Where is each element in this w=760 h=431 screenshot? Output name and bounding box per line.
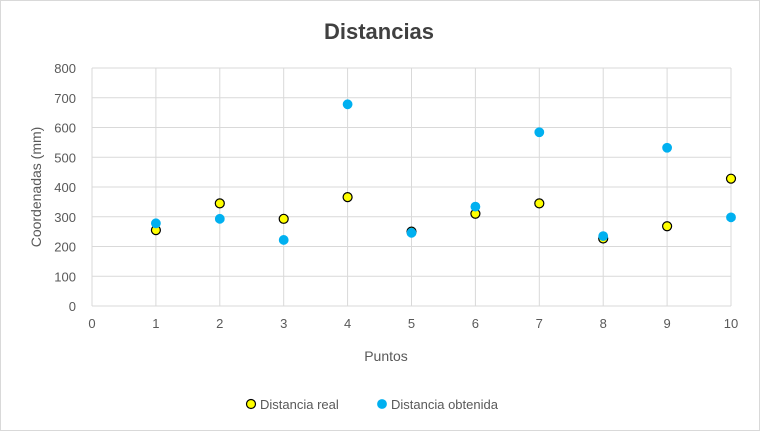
data-points bbox=[150, 99, 737, 245]
grid-lines bbox=[91, 67, 732, 307]
x-tick-label: 9 bbox=[663, 316, 670, 331]
legend-marker-distancia-obtenida bbox=[377, 399, 387, 409]
x-tick-labels: 0 1 2 3 4 5 6 7 8 9 10 bbox=[88, 316, 738, 331]
y-tick-label: 500 bbox=[54, 150, 76, 165]
point-distancia-obtenida bbox=[470, 201, 481, 212]
point-distancia-obtenida bbox=[150, 218, 161, 229]
y-tick-label: 800 bbox=[54, 61, 76, 76]
x-axis-label: Puntos bbox=[364, 348, 408, 364]
legend-label-distancia-obtenida: Distancia obtenida bbox=[391, 397, 499, 412]
x-tick-label: 5 bbox=[408, 316, 415, 331]
x-tick-label: 3 bbox=[280, 316, 287, 331]
point-distancia-obtenida bbox=[278, 235, 289, 245]
y-tick-label: 0 bbox=[69, 299, 76, 314]
point-distancia-real bbox=[534, 198, 545, 209]
legend-marker-distancia-real bbox=[245, 398, 257, 410]
y-tick-label: 400 bbox=[54, 180, 76, 195]
x-tick-label: 4 bbox=[344, 316, 351, 331]
chart-title: Distancias bbox=[324, 19, 434, 44]
point-distancia-obtenida bbox=[726, 212, 736, 223]
point-distancia-real bbox=[342, 192, 353, 203]
x-tick-label: 6 bbox=[472, 316, 479, 331]
point-distancia-obtenida bbox=[598, 231, 609, 241]
y-tick-labels: 0 100 200 300 400 500 600 700 800 bbox=[54, 61, 76, 314]
point-distancia-obtenida bbox=[534, 127, 545, 138]
y-tick-label: 700 bbox=[54, 91, 76, 106]
x-tick-label: 1 bbox=[152, 316, 159, 331]
point-distancia-real bbox=[661, 221, 673, 232]
x-tick-label: 8 bbox=[600, 316, 607, 331]
legend-label-distancia-real: Distancia real bbox=[260, 397, 339, 412]
legend: Distancia real Distancia obtenida bbox=[245, 397, 499, 412]
y-tick-label: 300 bbox=[54, 210, 76, 225]
y-tick-label: 600 bbox=[54, 121, 76, 136]
y-tick-label: 200 bbox=[54, 240, 76, 255]
point-distancia-obtenida bbox=[342, 99, 353, 110]
x-tick-label: 7 bbox=[536, 316, 543, 331]
y-tick-label: 100 bbox=[54, 269, 76, 284]
point-distancia-obtenida bbox=[406, 227, 417, 238]
y-axis-label: Coordenadas (mm) bbox=[28, 127, 44, 248]
x-tick-label: 10 bbox=[724, 316, 738, 331]
point-distancia-real bbox=[214, 198, 225, 209]
point-distancia-obtenida bbox=[662, 142, 672, 153]
point-distancia-real bbox=[725, 173, 737, 184]
point-distancia-real bbox=[278, 213, 289, 224]
x-tick-label: 2 bbox=[216, 316, 223, 331]
x-tick-label: 0 bbox=[88, 316, 95, 331]
point-distancia-obtenida bbox=[214, 213, 225, 224]
